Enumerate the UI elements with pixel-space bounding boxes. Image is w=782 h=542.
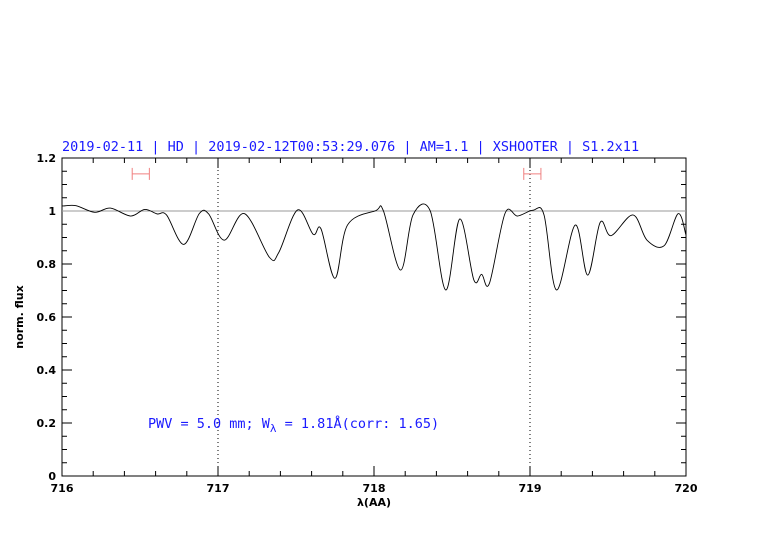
x-tick-label: 717 [207, 482, 230, 495]
y-axis-label: norm. flux [13, 285, 26, 348]
y-tick-label: 0.8 [37, 258, 57, 271]
y-tick-label: 0.4 [37, 364, 57, 377]
chart-title: 2019-02-11 | HD | 2019-02-12T00:53:29.07… [62, 139, 639, 155]
x-tick-label: 720 [675, 482, 698, 495]
x-tick-label: 718 [363, 482, 386, 495]
y-tick-label: 0.6 [37, 311, 57, 324]
y-tick-label: 1.2 [37, 152, 57, 165]
y-tick-label: 0.2 [37, 417, 57, 430]
x-axis-label: λ(AA) [357, 496, 391, 509]
y-tick-label: 0 [48, 470, 56, 483]
spectrum-line [61, 203, 687, 291]
x-tick-label: 716 [51, 482, 74, 495]
axes: 716 717 718 719 720 0 0.2 0.4 0.6 0.8 1 1.2 [37, 152, 698, 495]
x-tick-label: 719 [519, 482, 542, 495]
pwv-annotation: PWV = 5.0 mm; Wλ = 1.81Å(corr: 1.65) [148, 415, 439, 435]
y-tick-label: 1 [48, 205, 56, 218]
